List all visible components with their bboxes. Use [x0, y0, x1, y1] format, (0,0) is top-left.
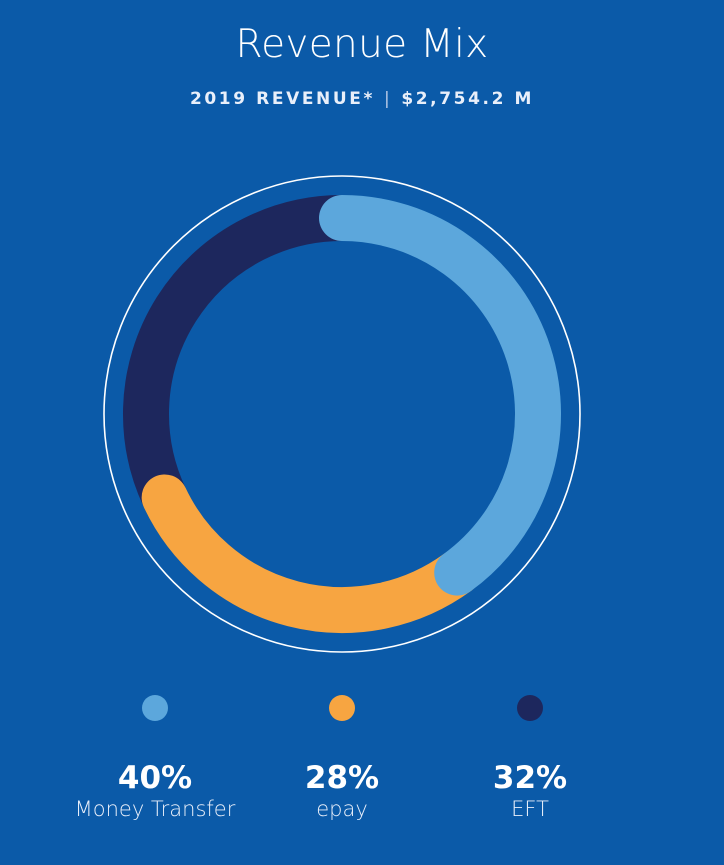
- donut-arcs: [123, 195, 561, 633]
- legend-value: 40%: [117, 760, 193, 796]
- donut-segment-eft: [123, 195, 343, 508]
- donut-chart: [103, 175, 581, 653]
- legend-label: EFT: [511, 797, 549, 821]
- legend: 40% Money Transfer 28% epay 32% EFT: [0, 695, 724, 845]
- chart-subtitle: 2019 REVENUE* | $2,754.2 M: [0, 89, 724, 109]
- legend-swatch: [517, 695, 543, 721]
- donut-segment-money-transfer: [319, 195, 561, 596]
- legend-swatch: [142, 695, 168, 721]
- legend-swatch: [329, 695, 355, 721]
- outer-ring: [103, 175, 581, 653]
- legend-item-money-transfer: 40% Money Transfer: [35, 695, 275, 821]
- subtitle-revenue-label: 2019 REVENUE*: [189, 89, 375, 109]
- legend-value: 32%: [492, 760, 568, 796]
- subtitle-revenue-value: $2,754.2 M: [401, 89, 535, 109]
- legend-item-eft: 32% EFT: [410, 695, 650, 821]
- chart-title: Revenue Mix: [235, 22, 489, 67]
- legend-label: Money Transfer: [74, 797, 236, 821]
- donut-segment-epay: [141, 474, 481, 633]
- legend-label: epay: [316, 797, 368, 821]
- legend-value: 28%: [304, 760, 380, 796]
- subtitle-separator: |: [383, 89, 393, 109]
- legend-item-epay: 28% epay: [222, 695, 462, 821]
